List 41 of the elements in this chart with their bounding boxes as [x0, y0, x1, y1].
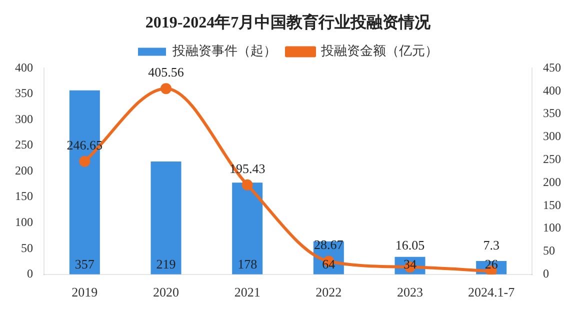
x-tick-label: 2024.1-7 — [468, 284, 516, 300]
y2-tick-label: 250 — [543, 152, 561, 166]
x-tick-label: 2019 — [72, 284, 98, 300]
data-label: 178 — [238, 256, 258, 272]
x-tick-label: 2023 — [397, 284, 423, 300]
x-tick-label: 2020 — [153, 284, 179, 300]
y-tick-label: 350 — [15, 86, 33, 100]
y-tick-label: 100 — [15, 215, 33, 230]
y2-tick-label: 400 — [543, 83, 561, 98]
point — [160, 83, 172, 94]
y2-tick-label: 200 — [543, 174, 561, 189]
y-tick-label: 400 — [15, 60, 33, 74]
y2-tick-label: 450 — [543, 60, 561, 74]
data-label: 28.67 — [314, 237, 344, 252]
y2-tick-label: 50 — [543, 244, 555, 258]
y2-tick-label: 300 — [543, 129, 561, 144]
bar — [232, 182, 263, 274]
data-label: 16.05 — [395, 237, 425, 252]
data-label: 219 — [156, 256, 176, 272]
y-tick-label: 50 — [21, 240, 33, 255]
data-label: 7.3 — [483, 237, 500, 252]
chart-title: 2019-2024年7月中国教育行业投融资情况 — [145, 12, 432, 32]
point — [242, 179, 253, 190]
data-label: 357 — [74, 256, 95, 272]
legend-label: 投融资金额（亿元） — [320, 43, 438, 58]
bar — [150, 162, 182, 274]
y-tick-label: 0 — [27, 266, 33, 281]
y-tick-label: 200 — [15, 163, 33, 178]
legend-label: 投融资事件（起） — [172, 43, 276, 58]
y2-tick-label: 150 — [543, 198, 561, 212]
y-tick-label: 150 — [15, 189, 33, 204]
y2-tick-label: 0 — [543, 266, 549, 281]
bar — [69, 90, 100, 274]
x-tick-label: 2021 — [234, 284, 260, 300]
y-tick-label: 300 — [15, 112, 33, 126]
x-tick-label: 2022 — [316, 284, 342, 300]
y2-tick-label: 100 — [543, 220, 561, 235]
y-tick-label: 250 — [15, 138, 33, 152]
data-label: 405.56 — [148, 64, 184, 80]
point — [79, 156, 90, 167]
y2-tick-label: 350 — [543, 106, 561, 120]
